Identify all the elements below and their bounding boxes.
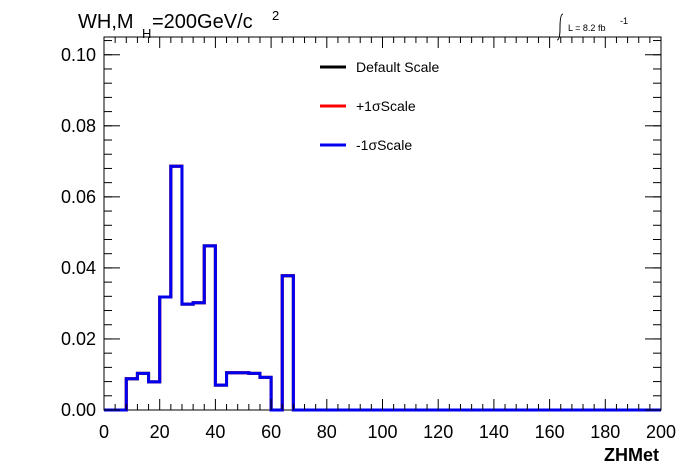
x-tick-label: 20 <box>150 422 170 442</box>
plot-frame <box>103 36 662 411</box>
luminosity-exponent: -1 <box>620 16 628 26</box>
series-line-1 <box>104 164 661 412</box>
x-tick-label: 100 <box>367 422 397 442</box>
y-tick-label: 0.00 <box>61 400 96 420</box>
y-tick-label: 0.10 <box>61 45 96 65</box>
x-tick-label: 60 <box>261 422 281 442</box>
x-tick-label: 40 <box>205 422 225 442</box>
y-tick-label: 0.08 <box>61 116 96 136</box>
x-tick-label: 200 <box>646 422 676 442</box>
x-tick-label: 140 <box>479 422 509 442</box>
chart-title-main: WH,M <box>78 11 134 33</box>
series-line-2 <box>104 164 661 412</box>
y-tick-label: 0.04 <box>61 258 96 278</box>
legend-label-1: +1σScale <box>356 98 416 114</box>
x-tick-label: 80 <box>317 422 337 442</box>
y-tick-label: 0.06 <box>61 187 96 207</box>
series-line-0 <box>104 164 661 412</box>
x-tick-label: 0 <box>99 422 109 442</box>
chart-title-superscript: 2 <box>272 8 279 23</box>
x-tick-label: 160 <box>535 422 565 442</box>
chart-title-subscript: H <box>142 26 151 41</box>
legend-label-0: Default Scale <box>356 59 439 75</box>
y-tick-label: 0.02 <box>61 329 96 349</box>
chart-title-rest: =200GeV/c <box>152 11 253 33</box>
integral-sign-icon <box>556 13 564 41</box>
x-tick-label: 180 <box>590 422 620 442</box>
x-tick-label: 120 <box>423 422 453 442</box>
legend-label-2: -1σScale <box>356 137 412 153</box>
x-axis-title: ZHMet <box>604 445 659 465</box>
luminosity-label: L = 8.2 fb <box>568 23 605 33</box>
